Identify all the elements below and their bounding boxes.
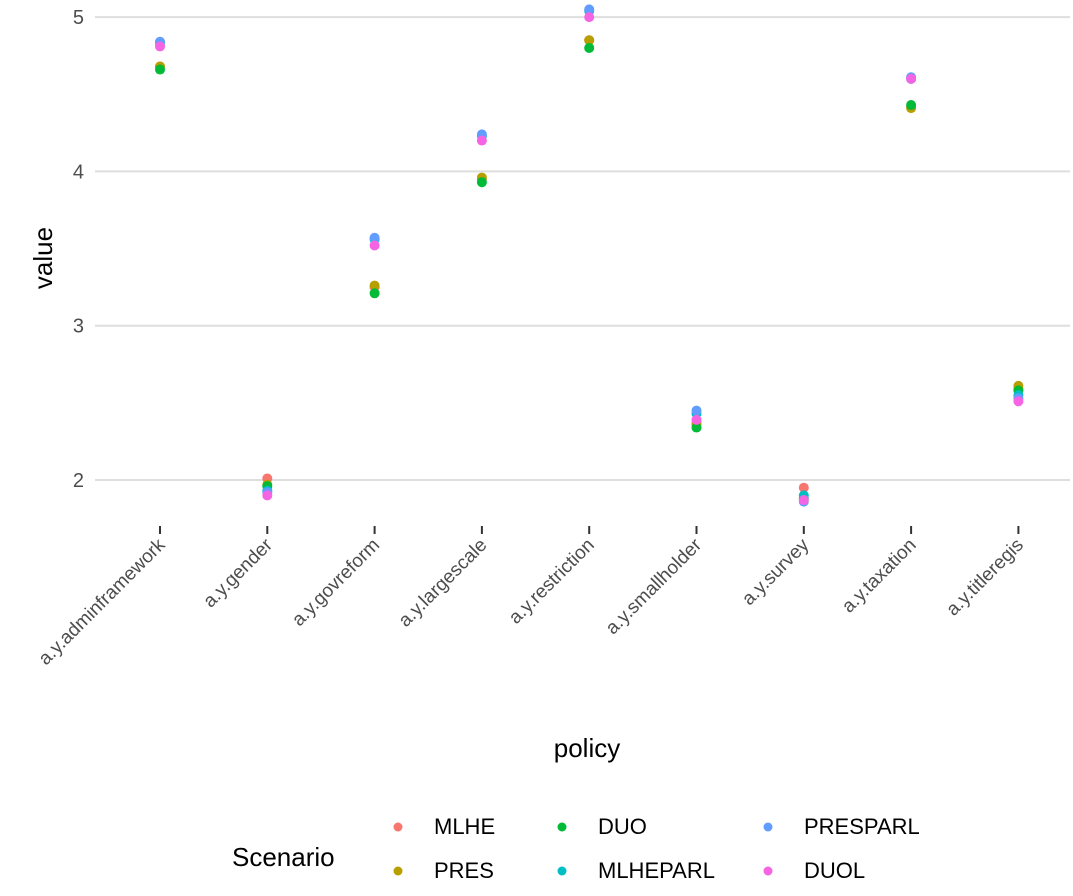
x-tick-label: a.y.largescale (395, 535, 492, 632)
y-axis-title: value (28, 227, 58, 289)
y-tick-label: 3 (73, 316, 84, 338)
data-point-duol (476, 135, 487, 146)
data-point-duo (369, 288, 380, 299)
legend-label-presparl: PRESPARL (804, 814, 920, 839)
data-point-duo (906, 100, 917, 111)
y-tick-label: 5 (73, 7, 84, 29)
legend-key-duol (763, 866, 773, 876)
legend-key-pres (393, 866, 403, 876)
legend-key-mlhe (393, 822, 403, 832)
legend-label-mlhe: MLHE (434, 814, 495, 839)
data-point-duol (906, 73, 917, 84)
data-point-presparl (369, 232, 380, 243)
legend-label-pres: PRES (434, 858, 494, 883)
data-point-duo (476, 177, 487, 188)
legend: Scenario MLHE PRES DUO MLHEPARL PRESPARL DUOL (232, 814, 920, 883)
data-points (155, 4, 1024, 507)
data-point-duol (584, 12, 595, 23)
x-axis-ticks: a.y.adminframework a.y.gender a.y.govrefor… (35, 526, 1028, 670)
legend-label-mlheparl: MLHEPARL (598, 858, 715, 883)
x-tick-label: a.y.govreform (288, 535, 384, 631)
x-tick-label: a.y.taxation (838, 535, 921, 618)
legend-label-duo: DUO (598, 814, 647, 839)
x-tick-label: a.y.smallholder (602, 534, 707, 639)
x-axis-title: policy (554, 733, 620, 763)
data-point-duo (155, 64, 165, 75)
x-tick-label: a.y.titleregis (942, 535, 1028, 621)
data-point-presparl (584, 4, 595, 15)
data-point-duo (691, 422, 702, 433)
data-point-duol (369, 240, 380, 251)
grid-lines (95, 16, 1070, 481)
data-point-duol (798, 495, 809, 506)
x-tick-label: a.y.adminframework (35, 534, 170, 669)
data-point-duol (691, 414, 702, 425)
data-point-duol (1013, 396, 1024, 407)
x-tick-label: a.y.restriction (505, 535, 599, 629)
legend-title: Scenario (232, 842, 335, 872)
legend-key-mlheparl (557, 866, 567, 876)
data-point-pres (584, 35, 595, 46)
data-point-duo (584, 42, 595, 53)
data-point-mlhe (798, 482, 809, 493)
y-tick-label: 4 (73, 161, 84, 183)
data-point-presparl (691, 405, 702, 416)
data-point-duol (262, 490, 273, 501)
x-tick-label: a.y.survey (738, 534, 813, 609)
data-point-duol (155, 41, 165, 52)
x-tick-label: a.y.gender (199, 534, 277, 612)
data-point-pres (369, 280, 380, 291)
y-axis-ticks: 2 3 4 5 (73, 7, 84, 492)
y-tick-label: 2 (73, 470, 84, 492)
legend-key-presparl (763, 822, 773, 832)
legend-label-duol: DUOL (804, 858, 865, 883)
legend-key-duo (557, 822, 567, 832)
